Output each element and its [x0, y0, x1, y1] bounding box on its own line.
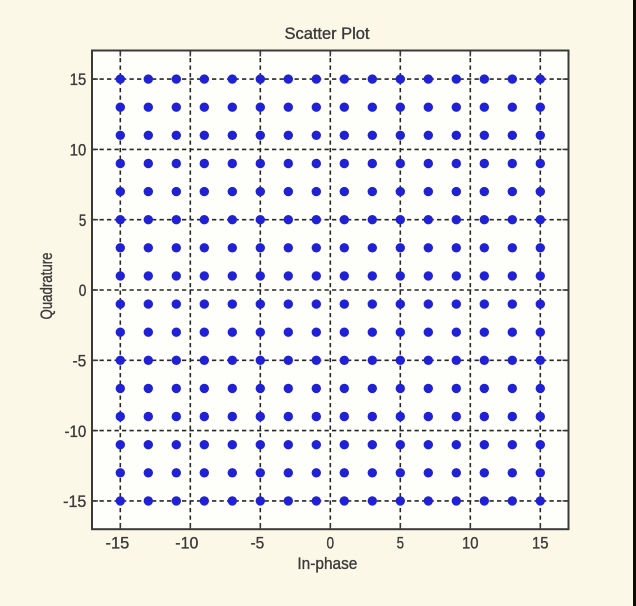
svg-text:-15: -15	[63, 492, 86, 511]
svg-text:15: 15	[70, 70, 87, 89]
svg-text:Scatter Plot: Scatter Plot	[285, 25, 370, 43]
svg-text:-5: -5	[73, 351, 87, 370]
svg-text:-15: -15	[106, 534, 130, 553]
svg-text:0: 0	[327, 534, 335, 553]
svg-text:5: 5	[397, 534, 404, 553]
svg-text:-10: -10	[175, 534, 198, 553]
svg-text:10: 10	[462, 534, 479, 553]
svg-text:15: 15	[532, 534, 549, 553]
svg-text:5: 5	[79, 211, 86, 230]
svg-text:In-phase: In-phase	[297, 554, 357, 573]
svg-text:-5: -5	[251, 534, 265, 553]
svg-text:-10: -10	[65, 422, 87, 441]
svg-text:0: 0	[79, 281, 87, 300]
svg-text:10: 10	[70, 141, 87, 160]
svg-text:Quadrature: Quadrature	[37, 253, 56, 320]
